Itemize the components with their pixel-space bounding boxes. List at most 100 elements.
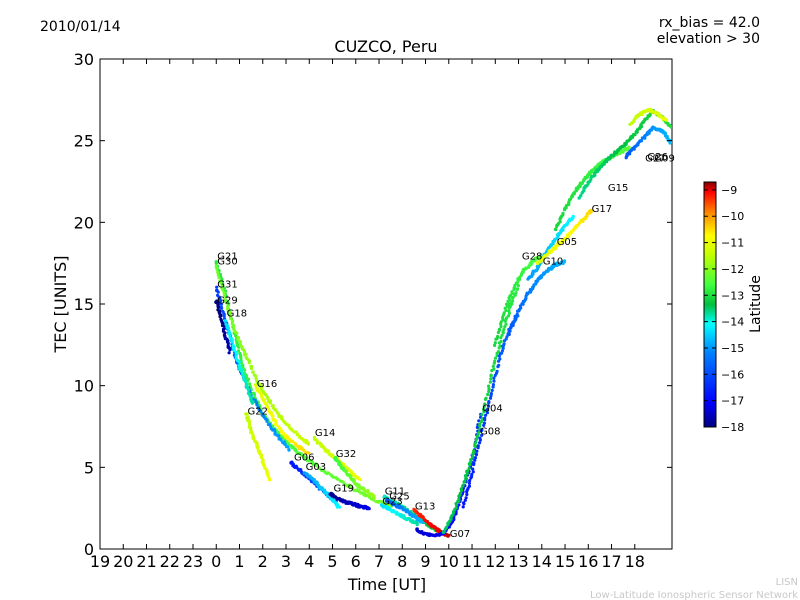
data-point xyxy=(231,319,235,323)
x-tick-label: 3 xyxy=(281,552,291,571)
data-point xyxy=(216,305,220,309)
data-point xyxy=(415,521,419,525)
data-point xyxy=(645,116,649,120)
data-point xyxy=(290,428,294,432)
data-point xyxy=(277,434,281,438)
data-point xyxy=(458,491,462,495)
x-tick-label: 1 xyxy=(234,552,244,571)
data-point xyxy=(268,401,272,405)
x-tick-label: 23 xyxy=(183,552,203,571)
data-point xyxy=(469,458,473,462)
data-point xyxy=(277,415,281,419)
data-point xyxy=(479,420,483,424)
y-tick-label: 25 xyxy=(74,132,94,151)
colorbar-tick-label: −11 xyxy=(721,237,744,250)
data-point xyxy=(464,476,468,481)
x-tick-label: 15 xyxy=(555,552,575,571)
data-point xyxy=(421,520,425,525)
data-point xyxy=(327,471,331,475)
data-point xyxy=(216,273,220,277)
sat-label-g21: G21 xyxy=(217,252,237,263)
data-point xyxy=(226,341,230,345)
x-tick-label: 9 xyxy=(420,552,430,571)
data-point xyxy=(222,327,226,331)
x-tick-label: 6 xyxy=(351,552,361,571)
data-point xyxy=(564,206,568,210)
data-point xyxy=(377,499,381,503)
data-point xyxy=(480,433,484,437)
data-point xyxy=(635,130,639,134)
colorbar-tick-label: −16 xyxy=(721,368,744,381)
data-point xyxy=(491,383,495,387)
sat-label-g06: G06 xyxy=(294,452,314,463)
data-point xyxy=(245,412,249,416)
data-point xyxy=(220,306,224,310)
credit-short: LISN xyxy=(776,577,798,588)
data-point xyxy=(554,227,558,232)
data-point xyxy=(500,333,504,337)
data-point xyxy=(492,367,496,371)
data-point xyxy=(507,309,511,313)
data-point xyxy=(267,478,271,482)
series-g23 xyxy=(379,503,419,527)
data-point xyxy=(215,285,219,289)
data-point xyxy=(502,342,506,346)
data-point xyxy=(219,314,223,318)
data-point xyxy=(488,380,492,384)
sat-label-g10: G10 xyxy=(543,256,563,267)
data-point xyxy=(477,419,481,423)
data-point xyxy=(499,324,503,329)
data-point xyxy=(643,136,647,140)
data-point xyxy=(226,304,230,308)
data-point xyxy=(473,458,477,462)
sat-label-g11: G11 xyxy=(385,487,405,498)
x-tick-label: 10 xyxy=(439,552,459,571)
data-point xyxy=(216,270,220,274)
sat-label-g08: G08 xyxy=(480,426,500,437)
date-label: 2010/01/14 xyxy=(40,19,121,35)
data-point xyxy=(287,448,291,452)
data-point xyxy=(561,211,565,215)
data-point xyxy=(499,320,503,324)
series-g08 xyxy=(441,284,521,534)
x-tick-label: 8 xyxy=(397,552,407,571)
x-tick-label: 16 xyxy=(578,552,598,571)
data-point xyxy=(274,419,278,423)
data-point xyxy=(336,477,340,481)
data-point xyxy=(454,502,458,506)
data-point xyxy=(254,374,258,378)
data-point xyxy=(589,209,594,213)
data-point xyxy=(504,322,508,326)
x-tick-label: 13 xyxy=(508,552,528,571)
data-point xyxy=(664,118,669,122)
data-point xyxy=(633,133,637,137)
data-point xyxy=(509,301,513,305)
data-point xyxy=(339,463,343,467)
data-point xyxy=(462,501,466,505)
y-tick-label: 20 xyxy=(74,213,94,232)
data-point xyxy=(508,329,512,333)
data-point xyxy=(239,356,243,360)
data-point xyxy=(220,284,224,288)
data-point xyxy=(230,340,234,344)
data-point xyxy=(216,290,220,294)
data-point xyxy=(279,438,283,442)
series-g16 xyxy=(253,383,311,455)
data-point xyxy=(451,513,455,517)
colorbar-tick-label: −10 xyxy=(721,210,744,223)
sat-label-g15: G15 xyxy=(608,183,628,194)
data-point xyxy=(454,506,458,510)
colorbar-tick-label: −17 xyxy=(721,395,744,408)
data-point xyxy=(272,428,276,432)
data-point xyxy=(350,486,354,490)
data-point xyxy=(492,379,496,383)
data-point xyxy=(489,373,493,377)
sat-label-g28: G28 xyxy=(522,252,542,263)
x-axis-ticks: 19 20 21 22 23 0 1 2 3 4 5 6 7 8 9 10 11 12 13 14 15 16 17 18 xyxy=(90,59,645,571)
data-point xyxy=(244,352,248,356)
data-point xyxy=(501,315,505,319)
data-point xyxy=(501,330,505,334)
x-tick-label: 0 xyxy=(211,552,221,571)
data-point xyxy=(480,428,484,432)
data-point xyxy=(497,327,501,331)
